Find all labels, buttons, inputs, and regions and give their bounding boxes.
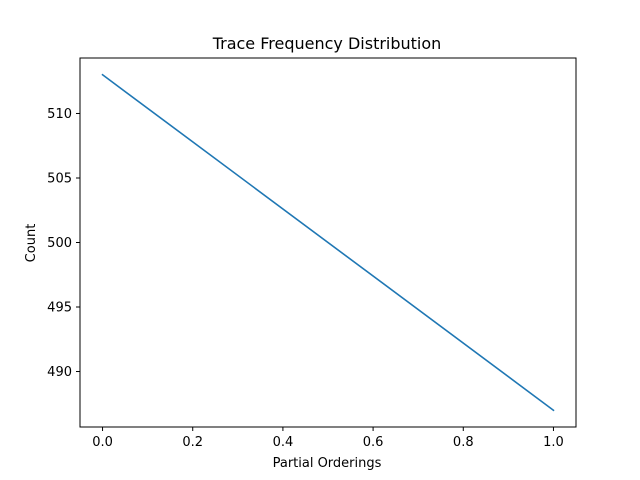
x-tick-label: 0.2 bbox=[182, 435, 203, 450]
x-axis-label: Partial Orderings bbox=[273, 456, 382, 471]
y-tick-label: 495 bbox=[47, 301, 72, 316]
x-tick-label: 0.4 bbox=[273, 435, 294, 450]
y-tick-label: 500 bbox=[47, 236, 72, 251]
y-axis-label: Count bbox=[24, 224, 39, 263]
y-tick-label: 505 bbox=[47, 171, 72, 186]
x-tick-label: 1.0 bbox=[543, 435, 564, 450]
x-axis: 0.0 0.2 0.4 0.6 0.8 1.0 bbox=[92, 427, 564, 450]
x-tick-label: 0.6 bbox=[363, 435, 384, 450]
x-tick-label: 0.8 bbox=[453, 435, 474, 450]
chart-title: Trace Frequency Distribution bbox=[212, 34, 442, 53]
series-line-0 bbox=[101, 73, 555, 412]
series-layer bbox=[101, 73, 555, 412]
y-axis: 490 495 500 505 510 bbox=[47, 107, 80, 380]
y-tick-label: 490 bbox=[47, 365, 72, 380]
x-tick-label: 0.0 bbox=[92, 435, 113, 450]
y-tick-label: 510 bbox=[47, 107, 72, 122]
